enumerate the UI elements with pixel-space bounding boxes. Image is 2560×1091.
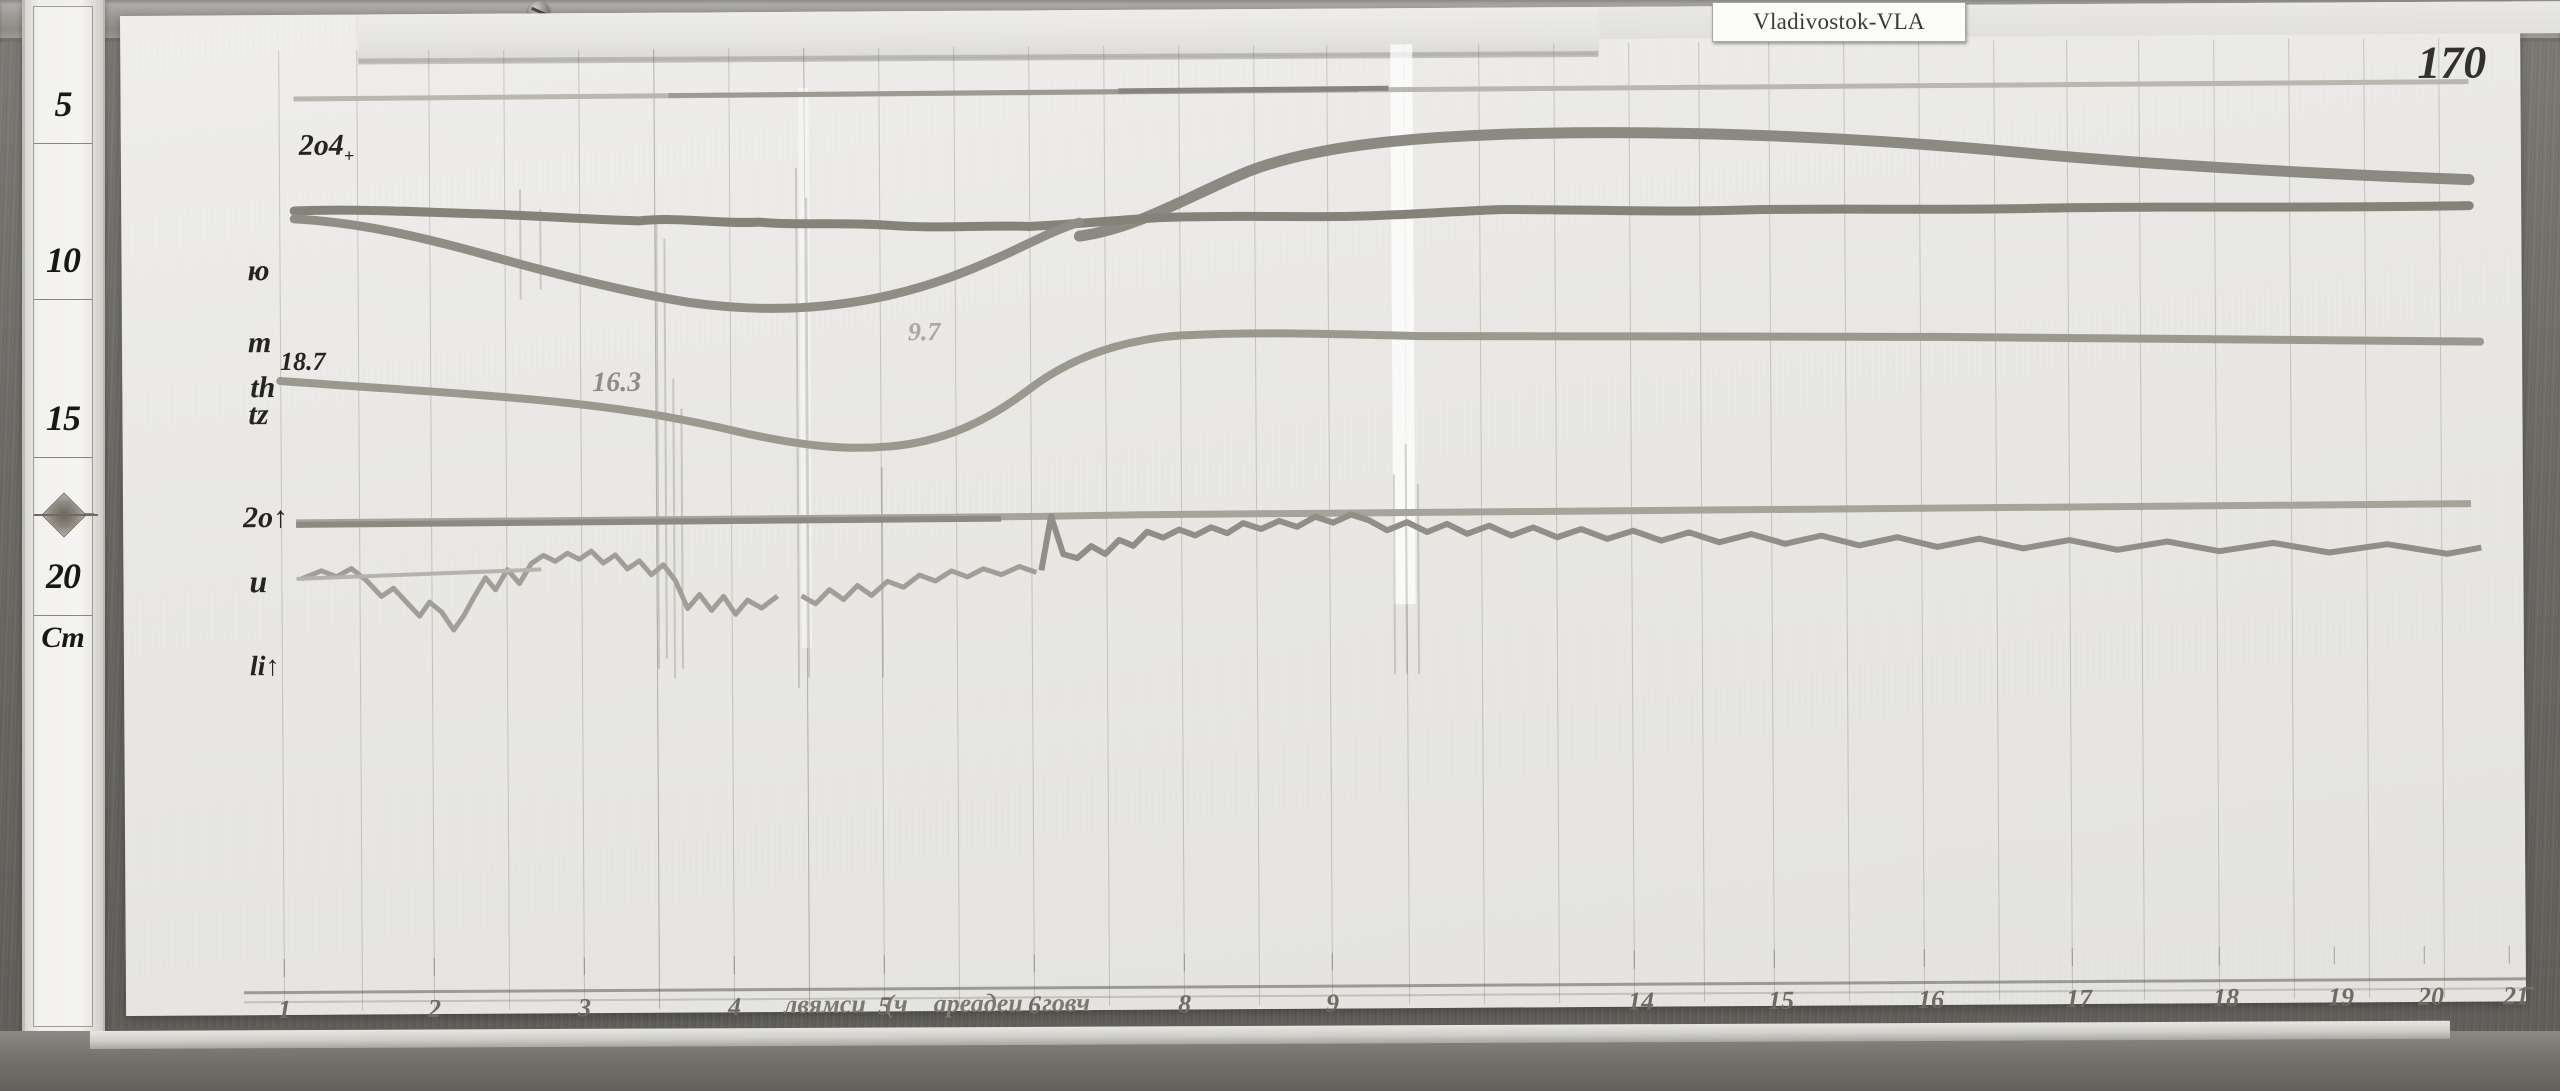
axis-tick-label: 8 xyxy=(1177,989,1192,1019)
annotation-trace-bottom: li↑ xyxy=(249,651,280,683)
axis-caption: лвямси (ч ареадеи говч xyxy=(783,988,1091,1019)
ruler-label-10: 10 xyxy=(46,240,81,280)
axis-tick xyxy=(733,956,735,975)
axis-tick xyxy=(1033,954,1035,973)
annotation-value-9-7: 9.7 xyxy=(907,316,941,347)
chart-paper: 2o4+ ю т tz th 18.7 16.3 9.7 2o↑ и li↑ 1… xyxy=(120,0,2560,1024)
axis-tick-label: 4 xyxy=(727,992,742,1022)
axis-tick xyxy=(2218,947,2220,966)
annotation-trace-baseline: 2o↑ xyxy=(242,500,289,535)
chart-traces xyxy=(276,79,2485,633)
axis-tick-label: 3 xyxy=(577,993,592,1023)
axis-tick xyxy=(1633,950,1635,969)
ruler-unit-label: Cm xyxy=(41,621,85,654)
axis-tick-label: 1 xyxy=(277,994,292,1025)
axis-tick xyxy=(883,955,885,974)
station-label-text: Vladivostok-VLA xyxy=(1753,9,1925,34)
axis-tick-label: 2 xyxy=(427,994,442,1024)
annotation-value-18-7: 18.7 xyxy=(280,346,326,377)
annotation-trace-th: th xyxy=(250,371,276,405)
axis-tick xyxy=(2071,948,2073,967)
axis-tick-label: 14 xyxy=(1627,986,1655,1016)
axis-tick-label: 21 xyxy=(2502,981,2530,1011)
axis-line xyxy=(243,977,2534,995)
annotation-trace-noise: и xyxy=(249,563,268,600)
axis-tick-label: 20 xyxy=(2417,981,2445,1011)
axis-tick-label: 17 xyxy=(2065,983,2093,1014)
annotation-trace-2o4: 2o4+ xyxy=(298,128,355,166)
axis-tick-label: 19 xyxy=(2327,982,2355,1012)
ruler-label-20: 20 xyxy=(46,556,81,596)
diamond-marker-line xyxy=(34,514,98,516)
axis-tick xyxy=(1331,952,1333,971)
axis-tick-label: 16 xyxy=(1917,984,1945,1015)
axis-tick xyxy=(2423,945,2425,964)
axis-tick xyxy=(1773,949,1775,968)
plot-area: 2o4+ ю т tz th 18.7 16.3 9.7 2o↑ и li↑ xyxy=(238,37,2516,1012)
axis-tick-label: 18 xyxy=(2212,983,2240,1013)
annotation-value-16-3: 16.3 xyxy=(592,366,642,399)
axis-tick xyxy=(283,959,285,978)
page-number: 170 xyxy=(2417,36,2487,88)
axis-tick xyxy=(2333,946,2335,965)
axis-tick xyxy=(433,958,435,977)
axis-tick xyxy=(1923,948,1925,967)
annotation-trace-second: ю т tz xyxy=(247,254,272,432)
axis-tick-label: 15 xyxy=(1767,985,1795,1015)
ruler-label-5: 5 xyxy=(54,84,73,124)
station-label-sticker: Vladivostok-VLA xyxy=(1712,2,1966,42)
axis-tick xyxy=(2508,945,2510,964)
axis-tick xyxy=(583,957,585,976)
axis-tick xyxy=(1183,953,1185,972)
cm-ruler: 5 10 15 20 Cm xyxy=(22,0,105,1035)
ruler-label-15: 15 xyxy=(46,398,81,438)
ruler-inner-frame: 5 10 15 20 Cm xyxy=(33,6,98,1027)
axis-tick-label: 9 xyxy=(1325,988,1340,1018)
